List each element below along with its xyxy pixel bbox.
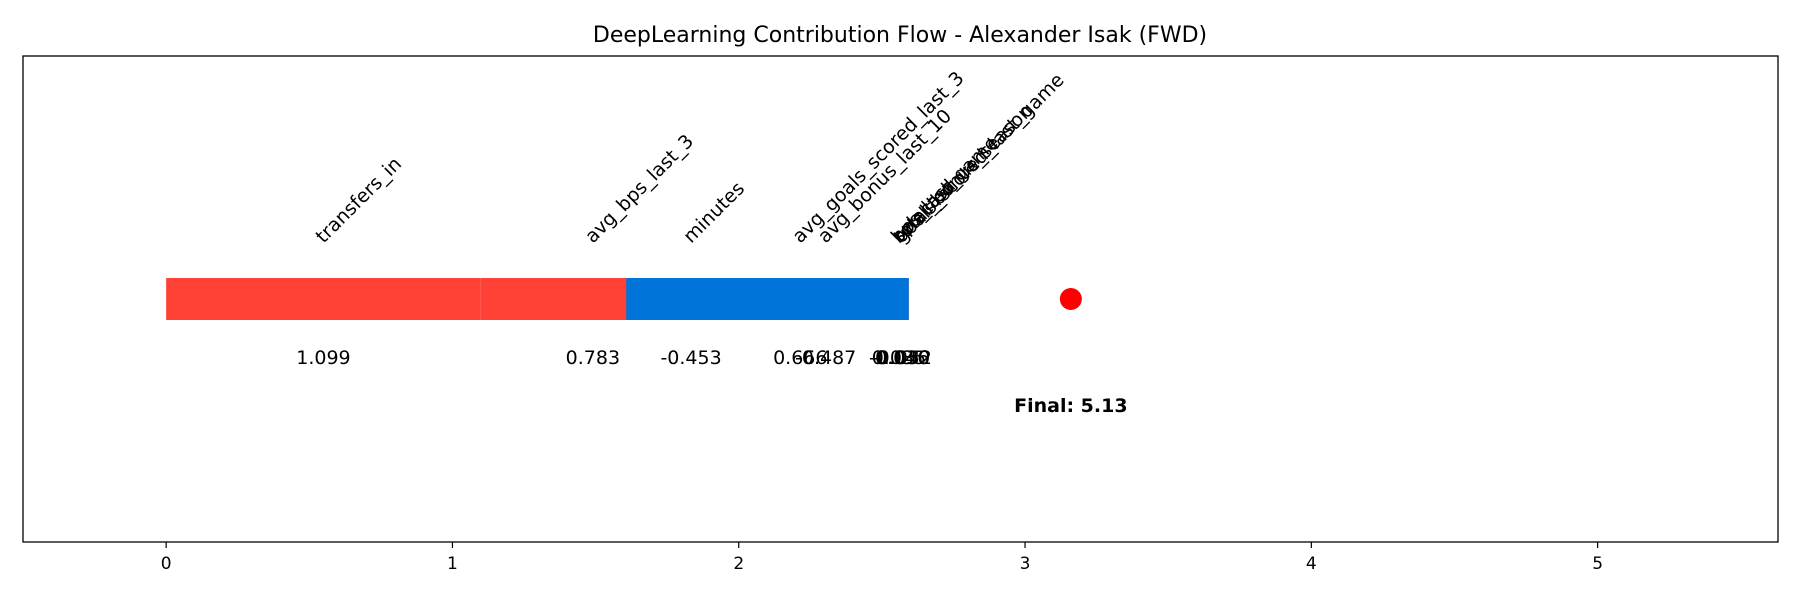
feature-label: selected	[888, 175, 960, 247]
final-group: Final: 5.13	[1014, 288, 1128, 417]
feature-label: transfers_in	[311, 153, 406, 248]
x-tick-label: 4	[1306, 554, 1317, 574]
contribution-bar	[755, 278, 896, 320]
final-label: Final: 5.13	[1014, 395, 1127, 417]
value-label: -0.487	[795, 347, 856, 369]
value-label: 1.099	[296, 347, 350, 369]
contribution-bar	[626, 278, 756, 320]
value-label: 0.666	[773, 347, 827, 369]
contribution-bar	[895, 278, 904, 320]
contribution-bars	[166, 278, 909, 320]
contribution-bar	[166, 278, 481, 320]
value-label: 0.035	[872, 347, 926, 369]
feature-label: minutes	[679, 178, 749, 248]
final-marker	[1059, 288, 1082, 310]
plot-frame	[22, 55, 1779, 543]
value-label: 0.783	[566, 347, 620, 369]
x-tick-label: 3	[1020, 554, 1031, 574]
x-tick-label: 5	[1592, 554, 1603, 574]
x-tick-label: 2	[733, 554, 744, 574]
value-label: -0.052	[871, 347, 932, 369]
x-tick-label: 0	[161, 554, 172, 574]
value-label: -0.453	[660, 347, 721, 369]
x-axis: 0 1 2 3 4 5	[161, 542, 1603, 574]
value-label: 0.046	[875, 347, 929, 369]
feature-label: avg_goals_scored_last_3	[788, 67, 968, 247]
feature-label: avg_bonus_last_10	[814, 105, 957, 248]
x-tick-label: 1	[447, 554, 458, 574]
value-label: -0.030	[869, 347, 930, 369]
chart-title: DeepLearning Contribution Flow - Alexand…	[593, 23, 1207, 48]
feature-labels: transfers_in avg_bps_last_3 avg_goals_scor…	[311, 67, 1068, 247]
